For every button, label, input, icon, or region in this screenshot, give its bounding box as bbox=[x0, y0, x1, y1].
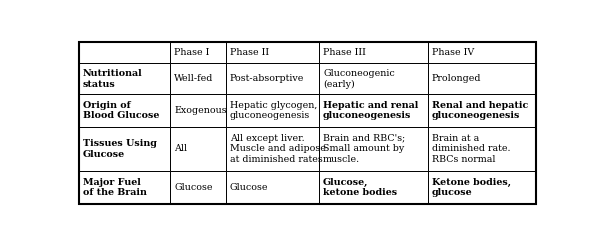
Bar bbox=[428, 94, 536, 127]
Text: Phase IV: Phase IV bbox=[431, 48, 474, 57]
Bar bbox=[170, 171, 226, 204]
Bar bbox=[79, 42, 170, 63]
Text: All: All bbox=[174, 144, 187, 153]
Bar bbox=[319, 171, 428, 204]
Text: Phase I: Phase I bbox=[174, 48, 209, 57]
Text: Major Fuel
of the Brain: Major Fuel of the Brain bbox=[83, 178, 146, 197]
Text: Prolonged: Prolonged bbox=[431, 74, 481, 83]
Text: Well-fed: Well-fed bbox=[174, 74, 214, 83]
Text: Glucose,
ketone bodies: Glucose, ketone bodies bbox=[323, 178, 397, 197]
Bar bbox=[79, 127, 170, 171]
Bar bbox=[319, 94, 428, 127]
Text: Exogenous: Exogenous bbox=[174, 106, 227, 115]
Bar bbox=[170, 42, 226, 63]
Bar bbox=[79, 171, 170, 204]
Text: Gluconeogenic
(early): Gluconeogenic (early) bbox=[323, 69, 395, 89]
Text: Glucose: Glucose bbox=[174, 183, 212, 192]
Text: Renal and hepatic
gluconeogenesis: Renal and hepatic gluconeogenesis bbox=[431, 101, 528, 120]
Bar bbox=[226, 171, 319, 204]
Text: Hepatic and renal
gluconeogenesis: Hepatic and renal gluconeogenesis bbox=[323, 101, 418, 120]
Bar bbox=[79, 94, 170, 127]
Bar bbox=[428, 63, 536, 94]
Text: Hepatic glycogen,
gluconeogenesis: Hepatic glycogen, gluconeogenesis bbox=[230, 101, 317, 120]
Bar bbox=[226, 127, 319, 171]
Text: Origin of
Blood Glucose: Origin of Blood Glucose bbox=[83, 101, 159, 120]
Bar bbox=[170, 63, 226, 94]
Bar bbox=[226, 94, 319, 127]
Text: Nutritional
status: Nutritional status bbox=[83, 69, 143, 89]
Text: Brain at a
diminished rate.
RBCs normal: Brain at a diminished rate. RBCs normal bbox=[431, 134, 510, 164]
Text: Ketone bodies,
glucose: Ketone bodies, glucose bbox=[431, 178, 511, 197]
Bar bbox=[170, 94, 226, 127]
Bar bbox=[428, 42, 536, 63]
Text: Glucose: Glucose bbox=[230, 183, 269, 192]
Bar bbox=[226, 42, 319, 63]
Bar bbox=[319, 42, 428, 63]
Text: All except liver.
Muscle and adipose
at diminished rates: All except liver. Muscle and adipose at … bbox=[230, 134, 326, 164]
Bar bbox=[226, 63, 319, 94]
Text: Tissues Using
Glucose: Tissues Using Glucose bbox=[83, 139, 157, 159]
Text: Phase III: Phase III bbox=[323, 48, 366, 57]
Bar bbox=[428, 171, 536, 204]
Text: Phase II: Phase II bbox=[230, 48, 269, 57]
Bar bbox=[319, 63, 428, 94]
Bar bbox=[428, 127, 536, 171]
Bar bbox=[319, 127, 428, 171]
Bar bbox=[170, 127, 226, 171]
Text: Post-absorptive: Post-absorptive bbox=[230, 74, 304, 83]
Text: Brain and RBC's;
Small amount by
muscle.: Brain and RBC's; Small amount by muscle. bbox=[323, 134, 405, 164]
Bar bbox=[79, 42, 536, 204]
Bar bbox=[79, 63, 170, 94]
